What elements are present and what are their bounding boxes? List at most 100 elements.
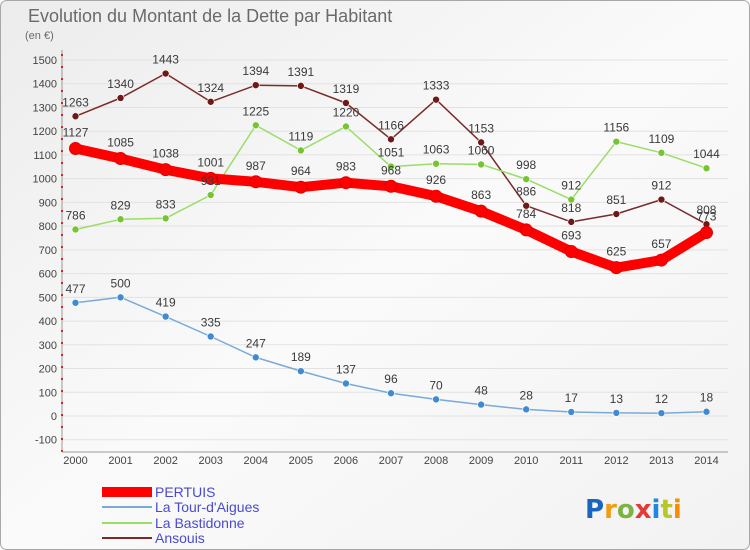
data-point — [206, 97, 215, 106]
y-tick-label: 900 — [39, 197, 57, 209]
x-tick-label: 2010 — [514, 455, 538, 467]
data-label: 1153 — [468, 121, 494, 135]
data-label: 18 — [700, 391, 714, 405]
data-point — [609, 261, 623, 275]
data-point — [387, 162, 395, 171]
logo-letter: x — [635, 495, 652, 525]
logo-letter: o — [617, 495, 635, 525]
x-tick-label: 2009 — [469, 455, 493, 467]
data-point — [612, 137, 621, 146]
data-label: 786 — [65, 208, 85, 222]
data-point — [522, 201, 531, 210]
data-point — [702, 407, 711, 416]
data-point — [71, 298, 80, 307]
data-label: 1156 — [603, 121, 629, 135]
data-point — [522, 175, 531, 183]
data-label: 926 — [426, 173, 446, 187]
y-tick-label: 500 — [39, 292, 57, 304]
data-point — [477, 160, 485, 169]
y-tick-label: -100 — [35, 435, 57, 447]
data-label: 1333 — [423, 79, 450, 93]
data-point — [432, 395, 440, 404]
data-point — [702, 164, 711, 173]
x-tick-label: 2002 — [153, 455, 177, 467]
data-label: 28 — [520, 388, 534, 402]
data-label: 1085 — [107, 135, 134, 149]
data-point — [114, 151, 128, 165]
proxiti-logo: Proxiti — [585, 495, 682, 525]
data-label: 1394 — [242, 64, 269, 78]
data-point — [612, 409, 621, 417]
data-labels: 1263 1340 1443 1324 1394 1391 1319 1166 1333 1153… — [62, 53, 720, 407]
data-point — [657, 409, 666, 417]
data-label: 784 — [516, 207, 536, 221]
data-label: 851 — [606, 193, 626, 207]
data-point — [116, 94, 125, 102]
data-label: 818 — [561, 201, 581, 215]
data-label: 625 — [606, 245, 626, 259]
x-tick-label: 2008 — [424, 455, 448, 467]
data-label: 1044 — [693, 147, 720, 161]
data-label: 477 — [65, 282, 85, 296]
data-label: 12 — [655, 392, 669, 406]
data-point — [699, 226, 713, 240]
data-label: 1166 — [378, 118, 404, 132]
data-label: 70 — [429, 378, 443, 392]
y-tick-label: 700 — [39, 245, 57, 257]
data-label: 968 — [381, 163, 401, 177]
data-point — [297, 146, 305, 155]
data-point — [161, 214, 170, 223]
data-label: 137 — [336, 362, 356, 376]
data-point — [251, 81, 260, 89]
x-tick-label: 2011 — [559, 455, 583, 467]
y-tick-label: 600 — [39, 269, 57, 281]
data-point — [159, 163, 173, 177]
series-points — [69, 69, 713, 417]
data-point — [116, 293, 125, 302]
data-point — [251, 121, 260, 130]
data-point — [161, 69, 170, 78]
x-tick-label: 2013 — [649, 455, 673, 467]
data-label: 912 — [561, 179, 581, 193]
data-label: 657 — [651, 237, 671, 251]
data-label: 833 — [156, 197, 176, 211]
data-point — [342, 122, 350, 131]
x-tick-label: 2004 — [244, 455, 268, 467]
legend-label: La Tour-d'Aigues — [155, 499, 259, 515]
y-tick-label: 800 — [39, 221, 57, 233]
legend-label: Ansouis — [155, 530, 205, 546]
chart-subtitle: (en €) — [25, 30, 54, 42]
data-point — [474, 204, 488, 218]
y-tick-label: 1300 — [33, 102, 57, 114]
data-label: 863 — [471, 188, 491, 202]
legend-label: La Bastidonne — [155, 515, 245, 531]
logo-letter: t — [660, 495, 672, 525]
data-label: 13 — [610, 392, 624, 406]
data-point — [339, 176, 353, 190]
x-tick-label: 2000 — [63, 455, 87, 467]
data-label: 189 — [291, 350, 311, 364]
data-point — [249, 175, 263, 189]
legend-item: La Bastidonne — [102, 515, 245, 531]
data-point — [297, 367, 305, 375]
data-label: 886 — [516, 185, 536, 199]
data-label: 500 — [111, 276, 131, 290]
x-tick-label: 2001 — [108, 455, 132, 467]
legend-item: Ansouis — [102, 530, 205, 546]
data-point — [204, 171, 218, 185]
axes: -100 0 100 200 300 400 500 600 700 800 900 1000 1100… — [33, 50, 728, 467]
data-label: 693 — [561, 229, 581, 243]
y-tick-label: 300 — [39, 340, 57, 352]
data-label: 247 — [246, 336, 266, 350]
data-label: 1324 — [197, 81, 224, 95]
y-tick-label: 1200 — [33, 126, 57, 138]
data-point — [432, 95, 440, 104]
data-label: 1391 — [287, 65, 314, 79]
data-point — [342, 379, 350, 388]
data-point — [251, 353, 260, 362]
data-label: 17 — [565, 391, 579, 405]
data-label: 773 — [696, 210, 716, 224]
data-label: 1063 — [423, 143, 450, 157]
data-label: 1340 — [107, 77, 134, 91]
